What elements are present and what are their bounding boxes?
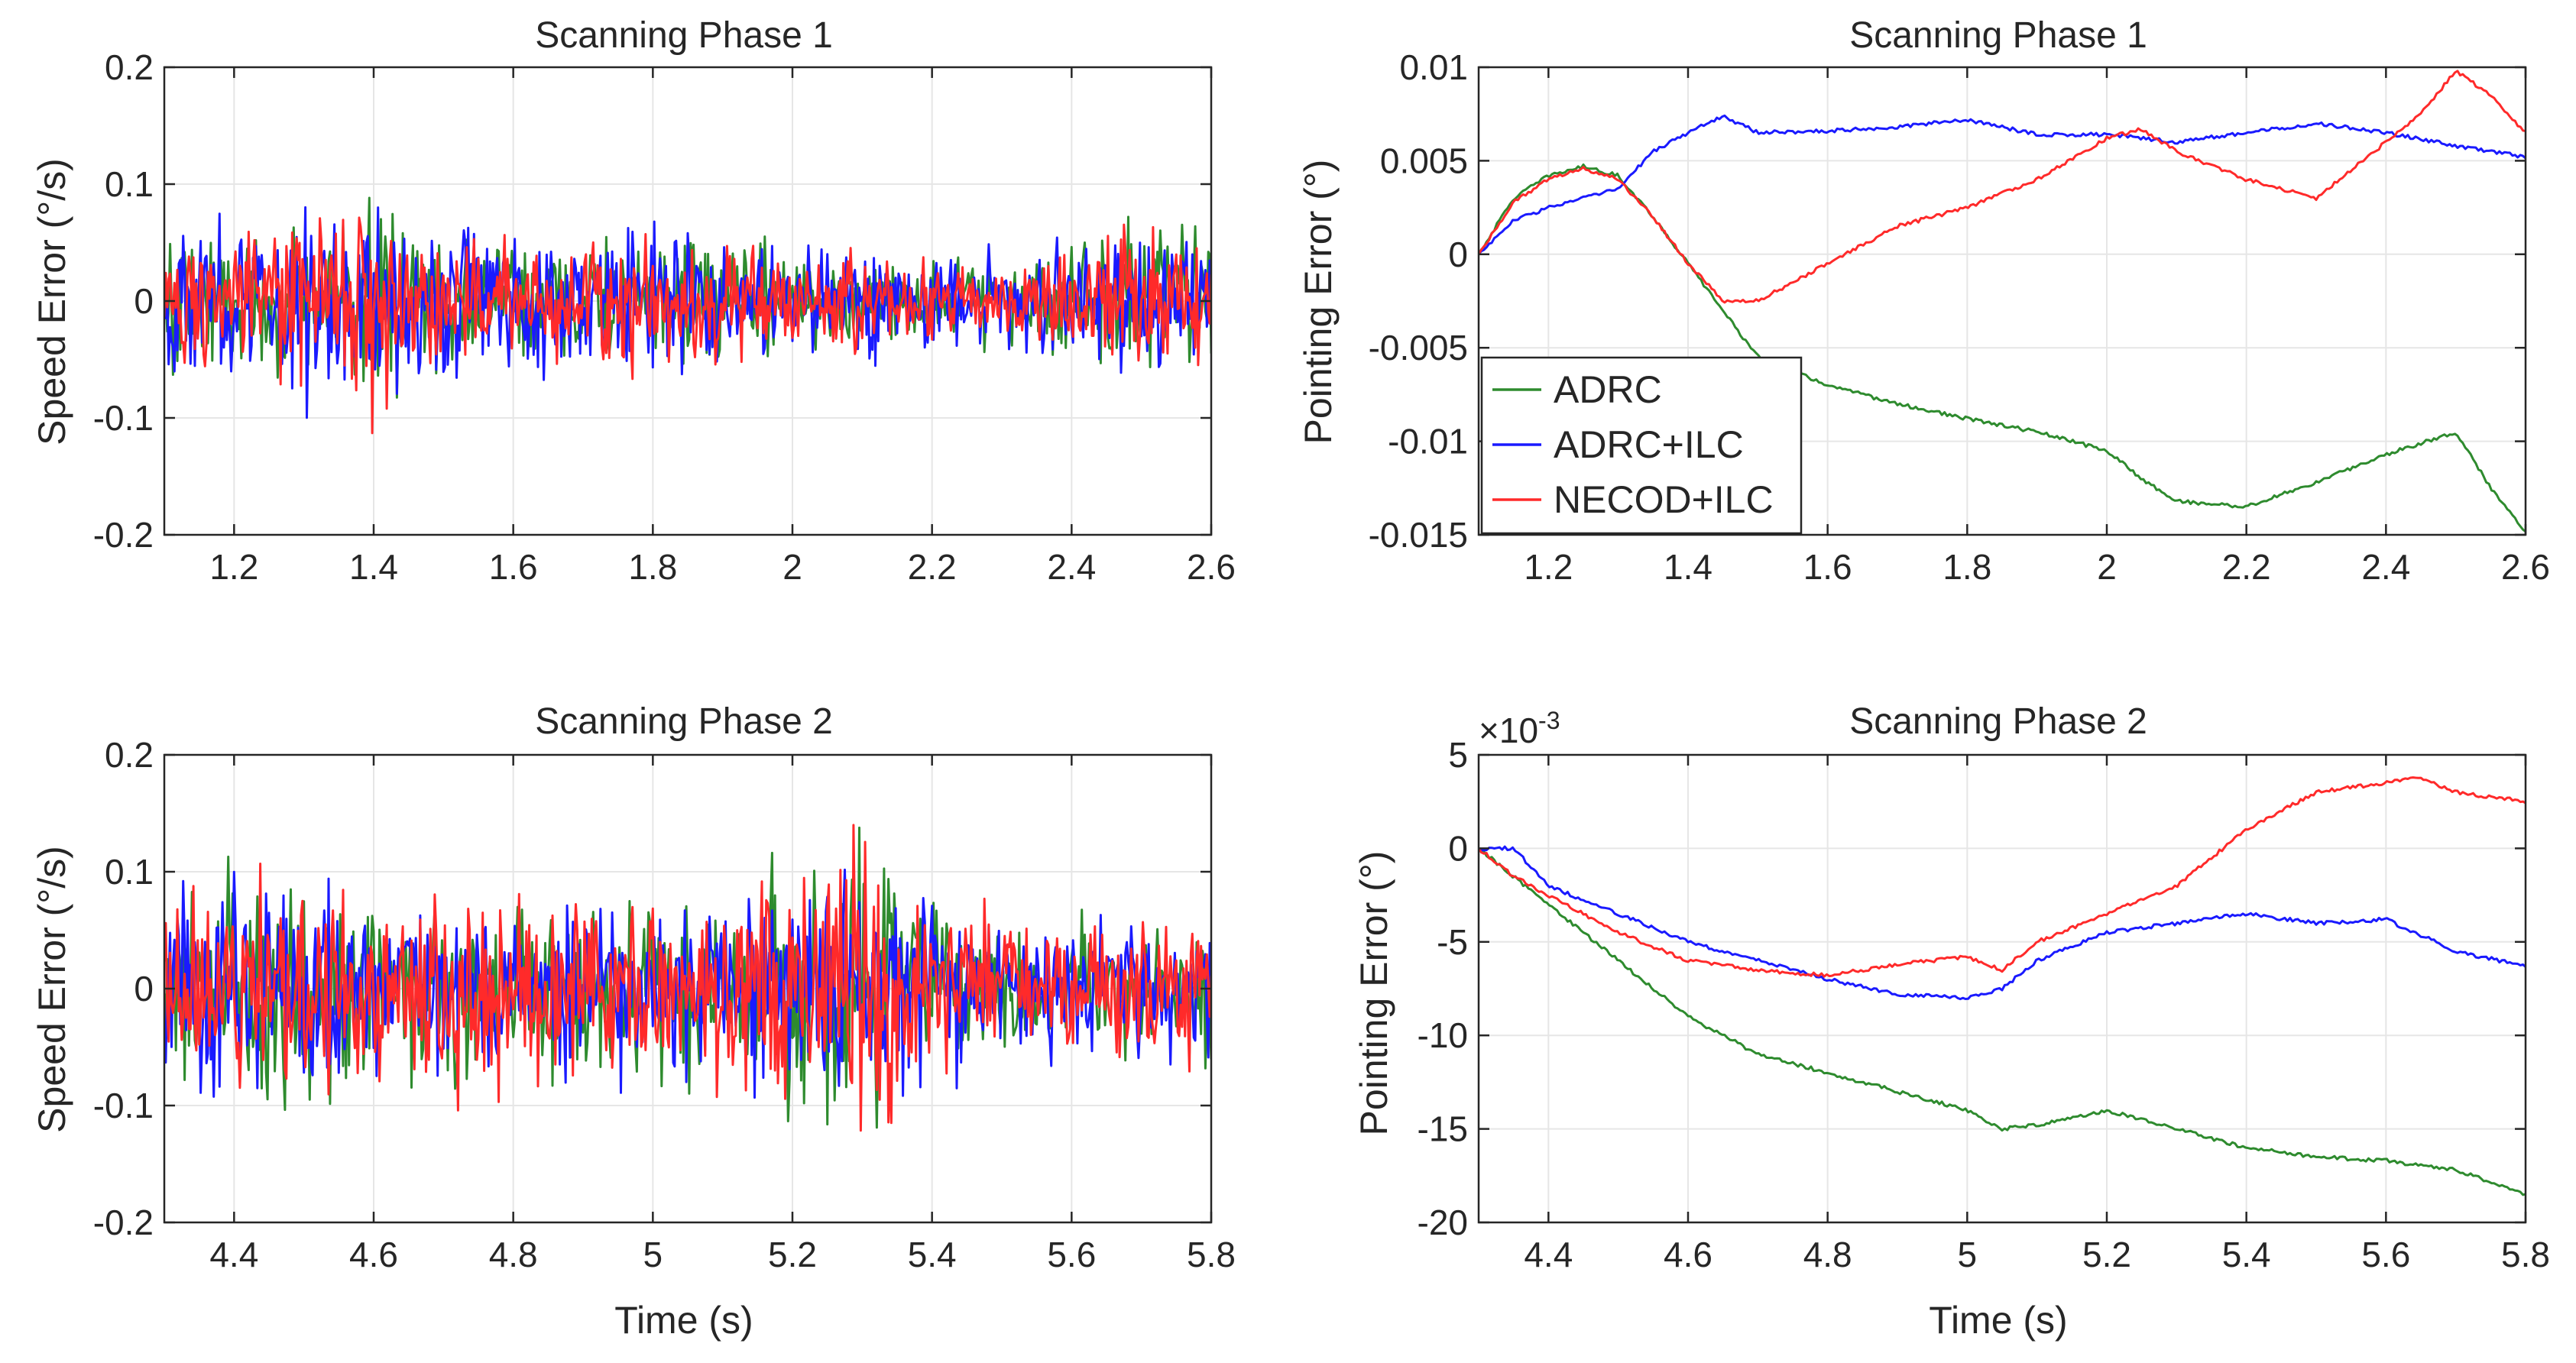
x-tick-label: 2.4 xyxy=(2361,547,2410,587)
ticks: 4.4 4.6 4.8 5 5.2 5.4 5.6 5.8 -20 -15 -10 -5 0 5 xyxy=(1418,735,2550,1274)
y-tick-label: 0.01 xyxy=(1399,47,1468,87)
y-tick-label: -0.01 xyxy=(1388,422,1468,461)
x-tick-label: 4.4 xyxy=(209,1235,258,1274)
y-tick-label: 5 xyxy=(1448,735,1468,775)
x-tick-label: 5.6 xyxy=(1047,1235,1096,1274)
pointing-error-phase1-panel: Scanning Phase 1 Pointing Error (°) 1.2 1… xyxy=(1297,15,2550,587)
plot-area xyxy=(164,824,1211,1132)
x-tick-label: 1.6 xyxy=(1803,547,1852,587)
x-tick-label: 2 xyxy=(2097,547,2117,587)
y-tick-label: 0.2 xyxy=(105,735,154,775)
chart-title: Scanning Phase 1 xyxy=(1849,15,2147,56)
y-tick-label: 0 xyxy=(134,969,154,1008)
exponent-label: ×10-3 xyxy=(1479,707,1560,750)
ticks: 1.2 1.4 1.6 1.8 2 2.2 2.4 2.6 -0.015 -0.01 -0.005 0… xyxy=(1369,47,2550,587)
y-tick-label: 0.005 xyxy=(1380,141,1468,180)
x-tick-label: 1.4 xyxy=(349,547,398,587)
y-tick-label: 0.1 xyxy=(105,164,154,204)
x-tick-label: 5.8 xyxy=(2501,1235,2550,1274)
y-axis-label: Speed Error (°/s) xyxy=(31,158,73,445)
speed-error-phase2-panel: Scanning Phase 2 Speed Error (°/s) Time … xyxy=(31,701,1236,1342)
y-tick-label: 0.1 xyxy=(105,852,154,892)
x-tick-label: 2.2 xyxy=(2222,547,2271,587)
axes-frame xyxy=(1477,66,2527,536)
y-tick-label: -0.2 xyxy=(93,1203,154,1242)
y-tick-label: -15 xyxy=(1418,1109,1468,1149)
x-tick-label: 5.2 xyxy=(768,1235,817,1274)
exponent-power: -3 xyxy=(1538,707,1560,734)
x-tick-label: 4.6 xyxy=(349,1235,398,1274)
x-tick-label: 5.2 xyxy=(2082,1235,2131,1274)
plot-area xyxy=(164,196,1211,435)
x-tick-label: 2.6 xyxy=(1187,547,1236,587)
y-tick-label: -20 xyxy=(1418,1203,1468,1242)
plot-area xyxy=(1479,70,2526,533)
chart-title: Scanning Phase 1 xyxy=(535,15,833,56)
x-tick-label: 5.4 xyxy=(2222,1235,2271,1274)
x-tick-label: 2 xyxy=(783,547,802,587)
exponent-base: ×10 xyxy=(1479,711,1538,750)
x-tick-label: 1.8 xyxy=(1943,547,1991,587)
y-tick-label: 0 xyxy=(1448,828,1468,868)
series-necod-ilc-line xyxy=(164,824,1211,1132)
y-axis-label: Pointing Error (°) xyxy=(1297,160,1340,445)
x-tick-label: 1.2 xyxy=(209,547,258,587)
y-axis-label: Speed Error (°/s) xyxy=(31,846,73,1133)
ticks: 1.2 1.4 1.6 1.8 2 2.2 2.4 2.6 -0.2 -0.1 0 0.1 0.2 xyxy=(93,47,1236,587)
x-tick-label: 2.4 xyxy=(1047,547,1096,587)
x-tick-label: 2.6 xyxy=(2501,547,2550,587)
series-adrc-ilc-line xyxy=(1479,845,2526,1001)
series-adrc-line xyxy=(1479,847,2526,1196)
y-tick-label: -0.1 xyxy=(93,1086,154,1125)
legend-label: NECOD+ILC xyxy=(1554,478,1774,521)
y-tick-label: 0 xyxy=(1448,235,1468,274)
x-tick-label: 5.4 xyxy=(908,1235,957,1274)
x-tick-label: 4.8 xyxy=(489,1235,538,1274)
x-tick-label: 1.6 xyxy=(489,547,538,587)
chart-title: Scanning Phase 2 xyxy=(1849,701,2147,742)
x-tick-label: 4.4 xyxy=(1524,1235,1573,1274)
y-tick-label: 0.2 xyxy=(105,47,154,87)
x-tick-label: 1.2 xyxy=(1524,547,1573,587)
ticks: 4.4 4.6 4.8 5 5.2 5.4 5.6 5.8 -0.2 -0.1 0 0.1 0.2 xyxy=(93,735,1236,1274)
legend-label: ADRC+ILC xyxy=(1554,423,1744,466)
x-tick-label: 5 xyxy=(1958,1235,1978,1274)
series-adrc-ilc-line xyxy=(1479,114,2526,255)
y-tick-label: -0.1 xyxy=(93,398,154,438)
pointing-error-phase2-panel: Scanning Phase 2 Pointing Error (°) Time… xyxy=(1353,701,2550,1342)
x-tick-label: 1.4 xyxy=(1664,547,1712,587)
x-tick-label: 5.6 xyxy=(2361,1235,2410,1274)
legend: ADRC ADRC+ILC NECOD+ILC xyxy=(1480,356,1803,535)
series-necod-ilc-line xyxy=(1479,70,2526,304)
axes-frame xyxy=(1477,753,2527,1224)
chart-title: Scanning Phase 2 xyxy=(535,701,833,742)
y-tick-label: -0.005 xyxy=(1369,328,1468,367)
y-tick-label: 0 xyxy=(134,281,154,321)
series-necod-ilc-line xyxy=(1479,776,2526,978)
x-tick-label: 1.8 xyxy=(628,547,677,587)
legend-label: ADRC xyxy=(1554,368,1662,411)
x-tick-label: 2.2 xyxy=(908,547,957,587)
plot-area xyxy=(1479,776,2526,1196)
series-necod-ilc-line xyxy=(164,216,1211,435)
y-axis-label: Pointing Error (°) xyxy=(1353,851,1395,1136)
x-tick-label: 4.6 xyxy=(1664,1235,1712,1274)
y-tick-label: -0.2 xyxy=(93,515,154,555)
x-tick-label: 4.8 xyxy=(1803,1235,1852,1274)
x-axis-label: Time (s) xyxy=(1929,1299,2067,1342)
x-axis-label: Time (s) xyxy=(614,1299,753,1342)
y-tick-label: -0.015 xyxy=(1369,515,1468,555)
y-tick-label: -5 xyxy=(1437,922,1468,962)
x-tick-label: 5.8 xyxy=(1187,1235,1236,1274)
x-tick-label: 5 xyxy=(643,1235,663,1274)
speed-error-phase1-panel: Scanning Phase 1 Speed Error (°/s) 1.2 1.… xyxy=(31,15,1236,587)
y-tick-label: -10 xyxy=(1418,1015,1468,1055)
